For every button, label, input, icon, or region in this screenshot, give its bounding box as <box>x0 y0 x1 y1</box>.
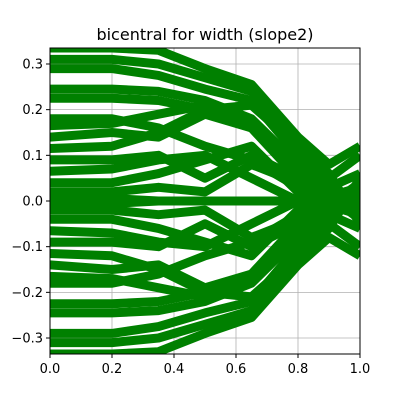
y-tick-label-1: −0.2 <box>11 286 43 301</box>
series-line-26 <box>50 219 360 348</box>
y-tick-label-2: −0.1 <box>11 240 43 255</box>
series-line-25 <box>50 210 360 338</box>
x-tick-label-2: 0.4 <box>164 362 185 377</box>
series-line-24 <box>50 201 360 318</box>
chart-title: bicentral for width (slope2) <box>96 25 313 44</box>
x-tick-label-3: 0.6 <box>226 362 247 377</box>
x-tick-label-0: 0.0 <box>40 362 61 377</box>
series-line-8 <box>50 100 360 227</box>
y-tick-label-6: 0.3 <box>22 57 43 72</box>
x-tick-label-1: 0.2 <box>102 362 123 377</box>
y-tick-label-0: −0.3 <box>11 332 43 347</box>
series-line-12 <box>50 160 360 201</box>
x-tick-label-5: 1.0 <box>350 362 371 377</box>
series-group <box>50 48 360 354</box>
series-line-7 <box>50 109 360 214</box>
y-tick-label-4: 0.1 <box>22 149 43 164</box>
y-tick-label-3: 0.0 <box>22 195 43 210</box>
y-tick-label-5: 0.2 <box>22 103 43 118</box>
x-tick-label-4: 0.8 <box>288 362 309 377</box>
axis-ticks: 0.0 0.2 0.4 0.6 0.8 1.0 −0.3 −0.2 −0.1 0.0 0.1 0.2 0… <box>11 57 370 377</box>
